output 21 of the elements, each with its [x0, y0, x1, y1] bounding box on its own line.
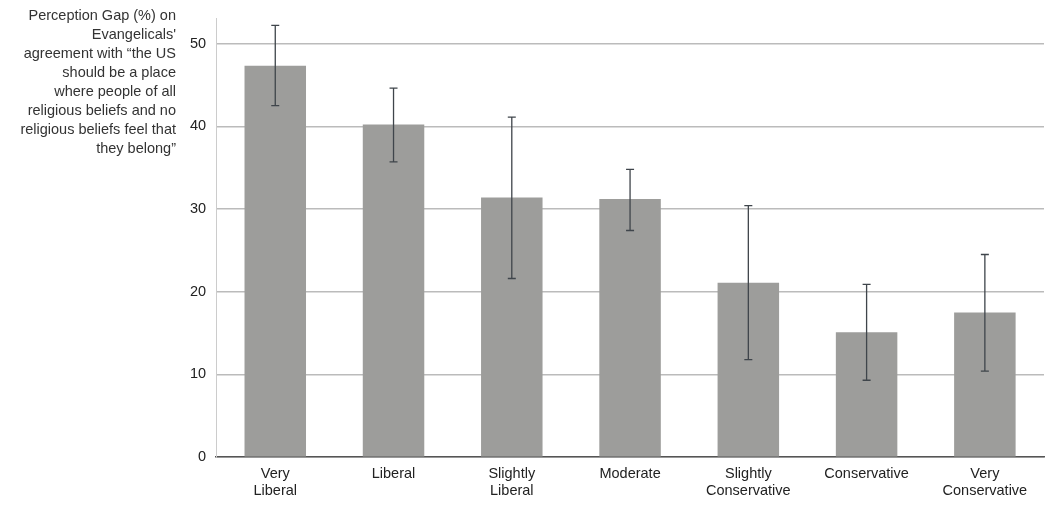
bar	[244, 65, 307, 457]
bar	[954, 312, 1016, 457]
x-tick-label: Very Conservative	[942, 464, 1028, 499]
bar	[362, 124, 425, 457]
bar	[481, 197, 543, 457]
bar	[835, 332, 898, 457]
y-tick-label: 30	[189, 199, 207, 216]
y-tick-label: 20	[189, 282, 207, 299]
x-tick-label: Slightly Liberal	[488, 464, 536, 499]
bar	[717, 282, 780, 457]
y-tick-label: 50	[189, 34, 207, 51]
bar	[599, 199, 661, 457]
x-tick-label: Moderate	[599, 464, 661, 481]
x-tick-label: Slightly Conservative	[706, 464, 791, 499]
y-tick-label: 40	[189, 117, 207, 134]
y-tick-label: 0	[198, 448, 207, 465]
x-tick-label: Very Liberal	[253, 464, 298, 499]
y-axis-title: Perception Gap (%) on Evangelicals' agreement with “the US should be a place where people of all religious beliefs and no religious beliefs feel that they belong”	[20, 6, 176, 158]
y-tick-label: 10	[189, 365, 207, 382]
x-tick-label: Liberal	[371, 464, 416, 481]
x-tick-label: Conservative	[824, 464, 909, 481]
